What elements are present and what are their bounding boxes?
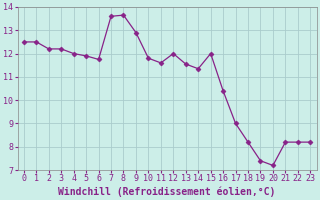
X-axis label: Windchill (Refroidissement éolien,°C): Windchill (Refroidissement éolien,°C) — [58, 186, 276, 197]
